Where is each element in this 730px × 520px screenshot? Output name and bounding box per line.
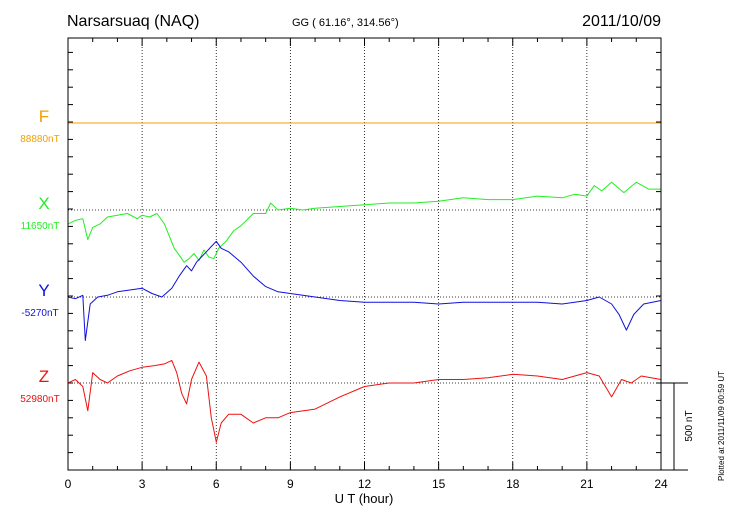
label-layer: F 88880nT X 11650nT Y -5270nT Z 52980nT	[20, 107, 59, 405]
station-title: Narsarsuaq (NAQ)	[67, 13, 200, 30]
x-tick-label: 6	[213, 477, 220, 491]
x-axis-title: U T (hour)	[335, 491, 394, 506]
series-line-y	[67, 240, 662, 341]
coords-label: GG ( 61.16°, 314.56°)	[292, 17, 399, 29]
x-tick-label: 12	[358, 477, 372, 491]
series-baseline-x: 11650nT	[21, 221, 60, 232]
plotted-note: Plotted at 2011/11/09 00:59 UT	[717, 371, 726, 481]
x-tick-label: 0	[65, 477, 72, 491]
x-tick-label: 15	[432, 477, 446, 491]
x-tick-label: 3	[139, 477, 146, 491]
scale-label: 500 nT	[684, 410, 695, 441]
series-name-f: F	[39, 107, 49, 126]
series-line-x	[67, 181, 661, 263]
plot-frame	[67, 37, 662, 471]
series-layer	[67, 122, 662, 443]
series-name-z: Z	[39, 367, 49, 386]
x-tick-label: 21	[580, 477, 594, 491]
date-label: 2011/10/09	[582, 13, 661, 30]
series-baseline-f: 88880nT	[20, 134, 59, 145]
x-tick-label: 9	[287, 477, 294, 491]
x-tick-label: 18	[506, 477, 520, 491]
tick-layer: 0 3 6 9 12 15 18 21 24	[65, 38, 668, 491]
series-baseline-z: 52980nT	[20, 394, 59, 405]
series-line-z	[67, 359, 662, 443]
scale-bar: 500 nT	[661, 382, 695, 471]
series-baseline-y: -5270nT	[21, 308, 58, 319]
grid-layer	[68, 38, 661, 470]
series-name-x: X	[38, 194, 49, 213]
series-name-y: Y	[38, 281, 49, 300]
x-tick-label: 24	[654, 477, 668, 491]
